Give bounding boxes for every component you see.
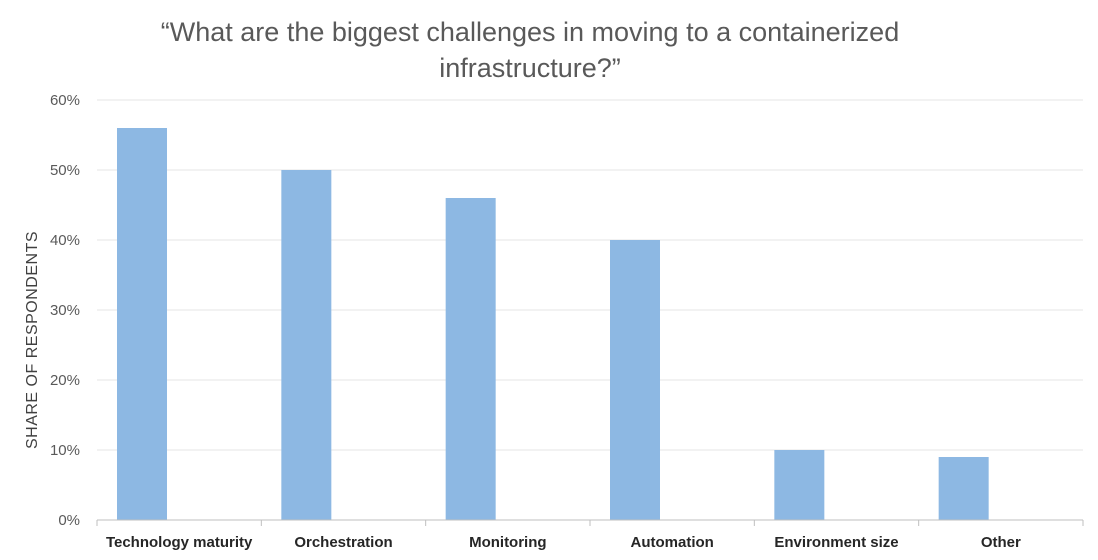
bars (117, 128, 989, 520)
x-category-label: Monitoring (469, 534, 546, 551)
bar (281, 170, 332, 520)
x-category-label: Technology maturity (106, 534, 253, 551)
bar (938, 457, 989, 520)
bar (610, 240, 660, 520)
x-category-label: Environment size (774, 534, 898, 551)
bar (117, 128, 167, 520)
x-axis-categories: Technology maturity Orchestration Monitori… (106, 534, 1021, 551)
y-tick-label: 50% (50, 162, 80, 179)
y-tick-label: 20% (50, 372, 80, 389)
y-tick-label: 10% (50, 442, 80, 459)
chart-title: “What are the biggest challenges in movi… (160, 17, 900, 83)
bar (445, 198, 496, 520)
x-category-label: Automation (631, 534, 714, 551)
y-tick-label: 40% (50, 232, 80, 249)
bar (774, 450, 825, 520)
y-axis-label: SHARE OF RESPONDENTS (24, 231, 41, 449)
y-axis-ticks: 0% 10% 20% 30% 40% 50% 60% (50, 92, 80, 529)
grid-lines (97, 99, 1083, 451)
x-category-label: Other (981, 534, 1021, 551)
y-tick-label: 60% (50, 92, 80, 109)
x-axis (96, 519, 1084, 526)
y-tick-label: 0% (58, 512, 80, 529)
y-tick-label: 30% (50, 302, 80, 319)
x-category-label: Orchestration (294, 534, 392, 551)
